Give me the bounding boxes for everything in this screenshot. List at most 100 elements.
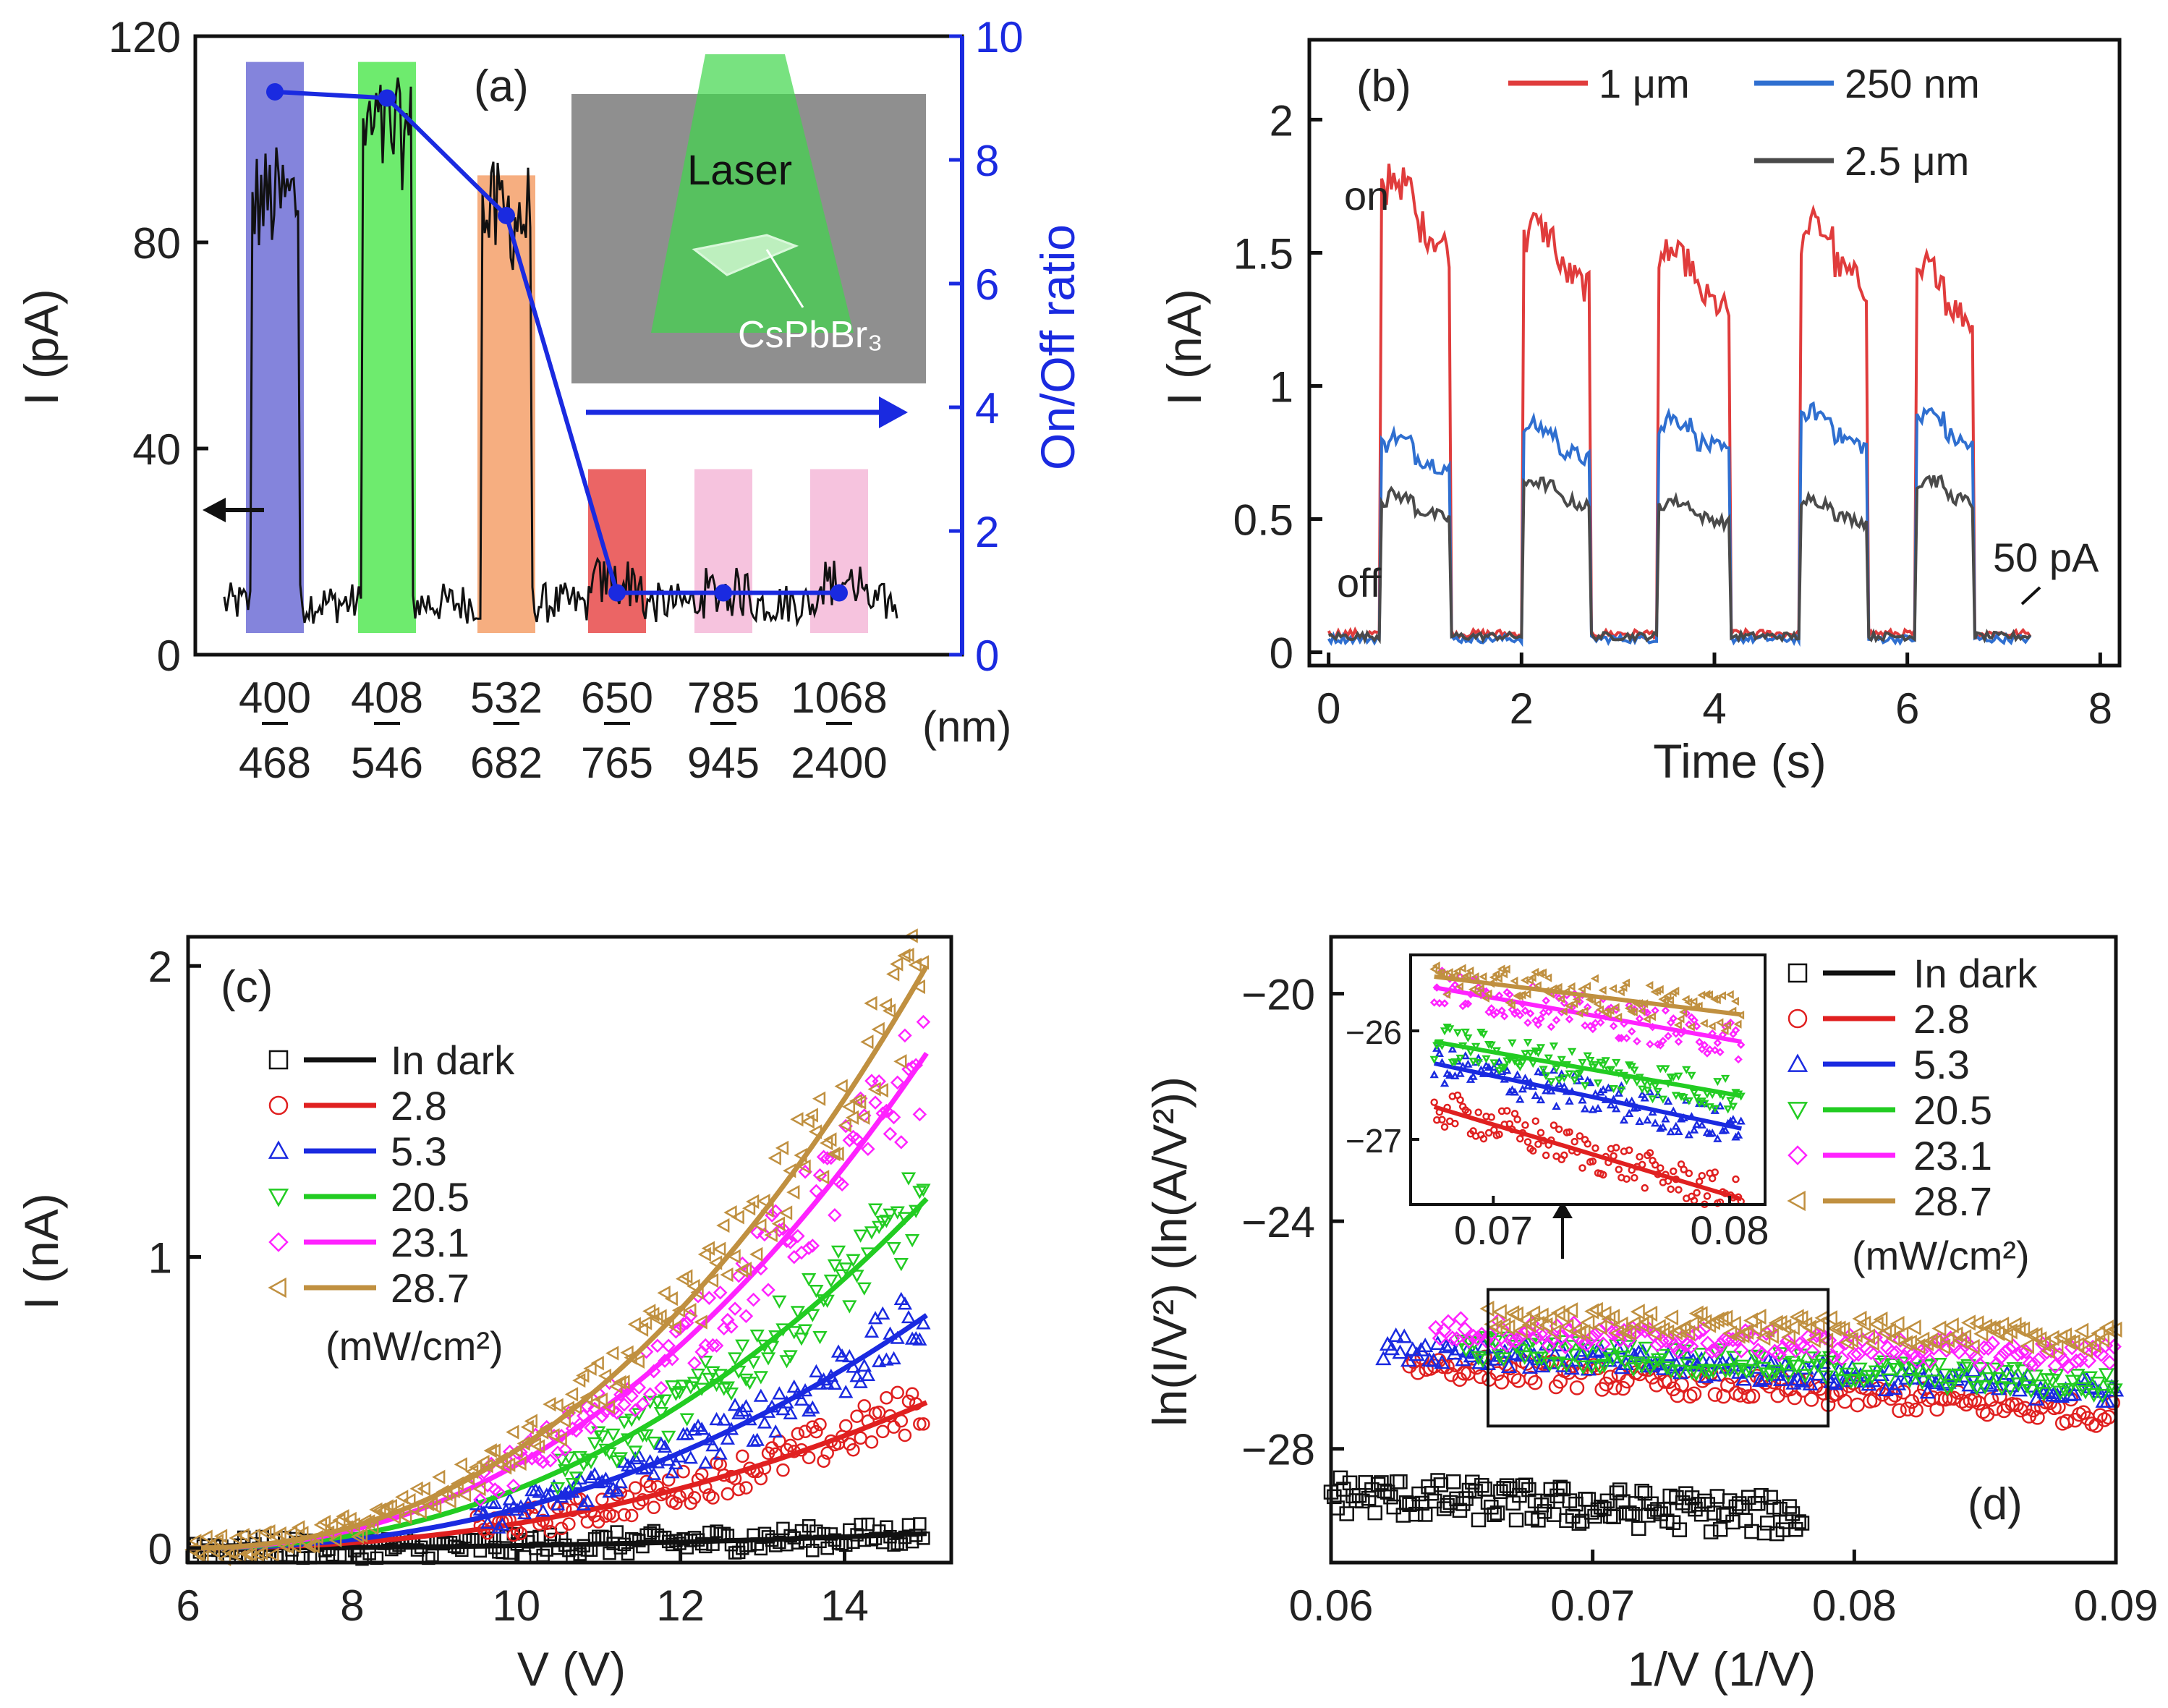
- data-point: [2015, 1321, 2031, 1338]
- inset-point: [1463, 971, 1471, 980]
- inset-point: [1710, 1045, 1719, 1055]
- data-point: [890, 956, 904, 972]
- data-point: [495, 1517, 510, 1531]
- data-point: [1981, 1320, 1997, 1337]
- inset-point: [1612, 1144, 1620, 1152]
- legend-label: 28.7: [1913, 1178, 1992, 1224]
- data-point: [746, 1292, 761, 1307]
- category-top-label: 1068: [791, 674, 887, 722]
- data-point: [646, 1436, 661, 1450]
- data-point: [783, 1350, 798, 1364]
- inset-point: [1513, 1116, 1521, 1123]
- inset-point: [1531, 967, 1539, 977]
- data-point: [1789, 1309, 1804, 1325]
- data-point: [2070, 1337, 2085, 1354]
- data-point: [1571, 1325, 1586, 1341]
- data-point: [738, 1262, 752, 1277]
- data-point: [749, 1225, 765, 1240]
- data-point: [1659, 1361, 1675, 1376]
- inset-point: [1720, 1126, 1730, 1134]
- data-point: [739, 1309, 754, 1323]
- data-point: [901, 1394, 916, 1409]
- data-point: [1520, 1322, 1536, 1339]
- data-point: [1939, 1332, 1955, 1348]
- data-point: [827, 1259, 843, 1273]
- inset-point: [1661, 1065, 1670, 1074]
- inset-fit-20.5: [1434, 1040, 1742, 1098]
- inset-point: [1528, 973, 1536, 982]
- trace-2.5μm: [1327, 474, 2032, 645]
- inset-point: [1586, 1057, 1595, 1066]
- data-point: [517, 1505, 532, 1520]
- data-point: [786, 1326, 802, 1340]
- data-point: [2026, 1356, 2042, 1372]
- inset-point: [1614, 1088, 1623, 1097]
- data-point: [657, 1286, 671, 1301]
- data-point: [1696, 1364, 1713, 1379]
- data-point: [706, 1537, 720, 1551]
- data-point: [1541, 1338, 1557, 1354]
- data-point: [702, 1488, 716, 1502]
- data-point: [1792, 1336, 1808, 1352]
- inset-point: [1474, 988, 1482, 998]
- data-point: [621, 1547, 635, 1561]
- x-axis-label: 1/V (1/V): [1628, 1642, 1816, 1696]
- inset-point: [1555, 1079, 1564, 1087]
- data-point: [1518, 1477, 1534, 1493]
- data-point: [576, 1368, 590, 1383]
- data-point: [797, 1324, 813, 1338]
- data-point: [524, 1414, 537, 1429]
- data-point: [2044, 1330, 2059, 1346]
- inset-point: [1656, 1123, 1665, 1132]
- data-point: [1898, 1369, 1915, 1385]
- inset-point: [1730, 996, 1739, 1006]
- inset-x-tick-label: 0.08: [1691, 1207, 1769, 1253]
- data-point: [443, 1494, 456, 1509]
- data-point: [661, 1473, 676, 1487]
- inset-point: [1507, 1000, 1516, 1010]
- data-point: [457, 1487, 472, 1503]
- data-point: [595, 1492, 609, 1506]
- data-point: [255, 1545, 268, 1560]
- inset-point: [1663, 991, 1672, 1000]
- data-point: [2106, 1338, 2122, 1355]
- data-point: [2099, 1393, 2116, 1408]
- inset-point: [1487, 1041, 1496, 1050]
- data-point: [772, 1295, 787, 1309]
- data-point: [2019, 1338, 2034, 1354]
- data-point: [820, 1541, 834, 1555]
- inset-point: [1588, 1105, 1597, 1113]
- data-point: [432, 1469, 446, 1484]
- data-point: [365, 1520, 379, 1535]
- data-point: [842, 1133, 857, 1148]
- x-tick-label: 4: [1702, 684, 1726, 733]
- flake-pointer: [765, 249, 804, 308]
- x-tick-label: 0: [1317, 684, 1340, 733]
- y-tick-label: 0: [157, 632, 181, 680]
- data-point: [631, 1354, 645, 1369]
- x-tick-label: 0.07: [1550, 1581, 1635, 1630]
- data-point: [1907, 1369, 1923, 1385]
- series-28.7: [1479, 1300, 2122, 1359]
- inset-point: [1479, 1030, 1489, 1039]
- inset-point: [1570, 1137, 1578, 1146]
- data-point: [1461, 1333, 1477, 1349]
- inset-point: [1732, 1175, 1740, 1184]
- data-point: [2057, 1327, 2073, 1344]
- data-point: [861, 1142, 875, 1157]
- data-point: [487, 1443, 501, 1458]
- data-point: [1756, 1525, 1772, 1541]
- data-point: [713, 1241, 726, 1257]
- inset-point: [1542, 996, 1550, 1006]
- inset-point: [1593, 1103, 1603, 1112]
- data-point: [1578, 1492, 1593, 1507]
- data-point: [1383, 1341, 1400, 1356]
- data-point: [768, 1150, 781, 1165]
- inset-point: [1479, 972, 1487, 982]
- data-point: [786, 1379, 802, 1393]
- data-point: [1393, 1474, 1408, 1490]
- inset-point: [1516, 1095, 1525, 1103]
- data-point: [1747, 1320, 1762, 1337]
- data-point: [861, 1517, 875, 1531]
